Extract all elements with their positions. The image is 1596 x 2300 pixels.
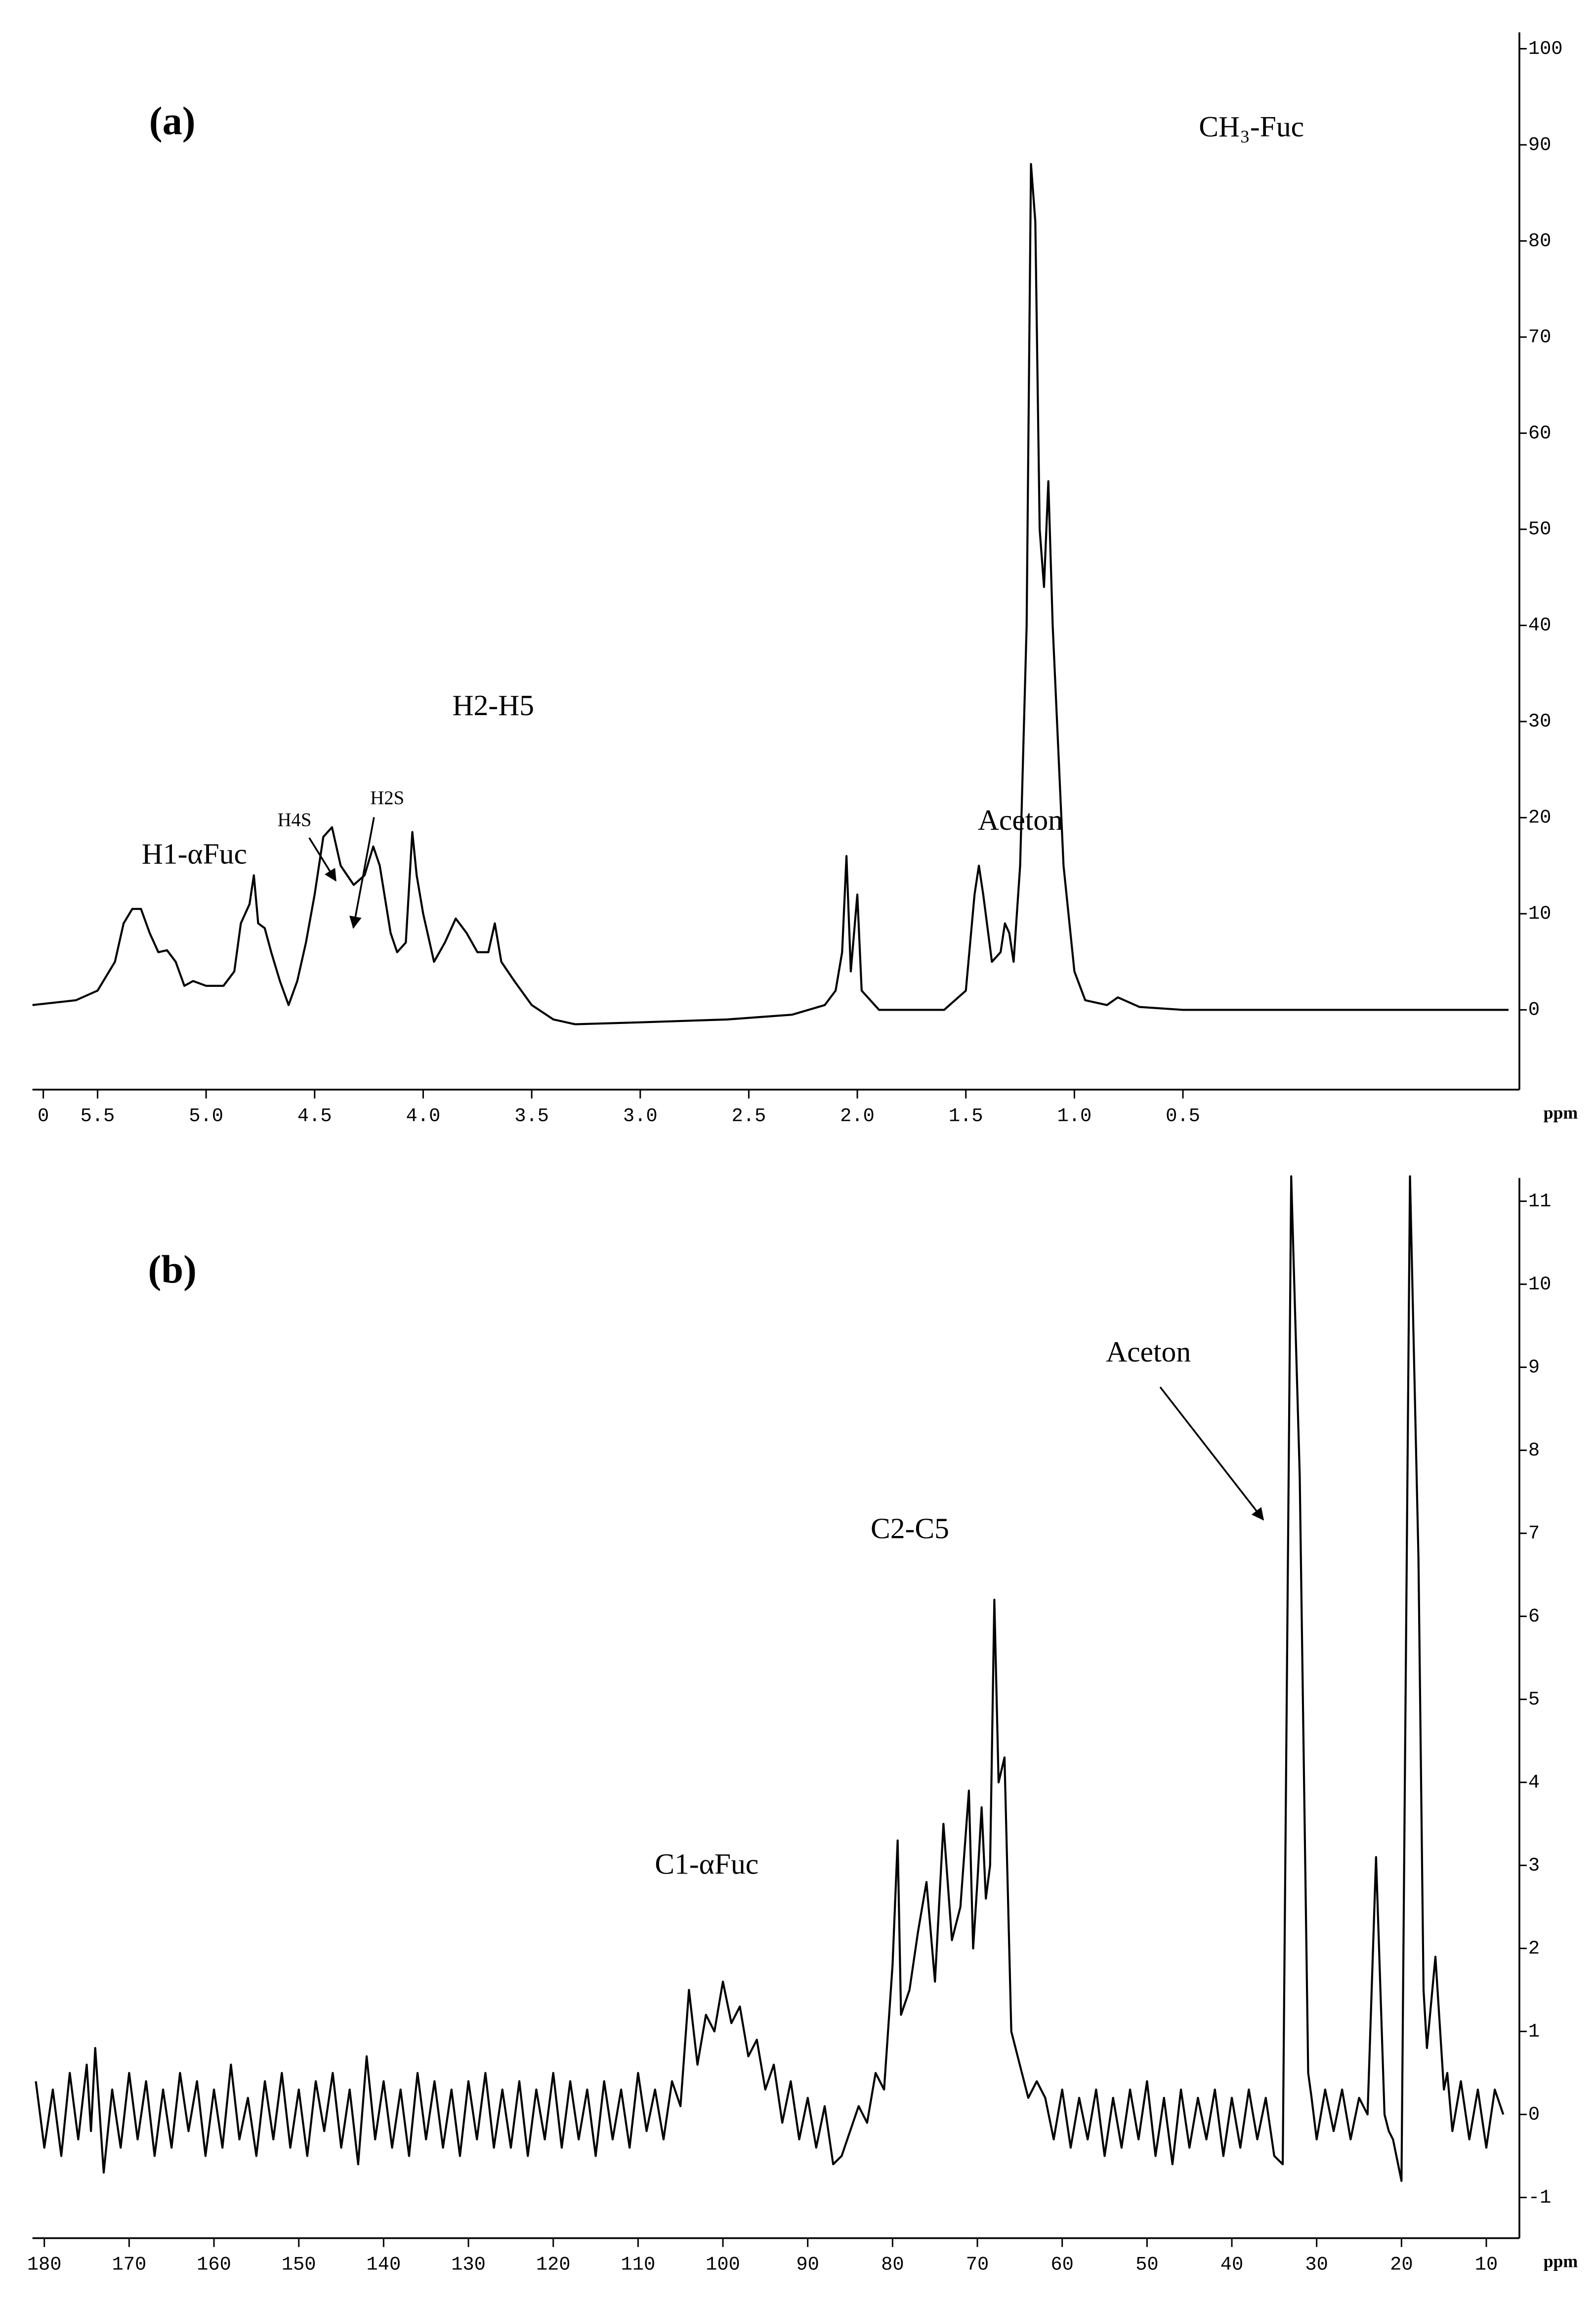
arrow (349, 817, 375, 929)
y-tick-label: 0 (1528, 999, 1540, 1021)
x-tick-label: 50 (1135, 2254, 1158, 2276)
x-tick-label: 60 (1050, 2254, 1073, 2276)
y-tick-label: 1 (1528, 2021, 1540, 2043)
x-tick-label: 2.5 (732, 1106, 766, 1127)
y-tick-label: 60 (1528, 423, 1551, 444)
panel-label: (a) (149, 99, 196, 143)
x-tick-label: 3.5 (514, 1106, 549, 1127)
y-tick-label: 90 (1528, 134, 1551, 156)
y-tick-label: 4 (1528, 1772, 1540, 1793)
y-tick-label: 10 (1528, 903, 1551, 925)
y-tick-label: 9 (1528, 1357, 1540, 1378)
y-tick-label: 100 (1528, 38, 1563, 60)
x-tick-label: 150 (282, 2254, 316, 2276)
annotation: H4S (278, 809, 312, 830)
x-tick-label: 5.0 (189, 1106, 223, 1127)
x-tick-label: 90 (796, 2254, 819, 2276)
x-tick-label: 20 (1390, 2254, 1413, 2276)
y-tick-label: 3 (1528, 1855, 1540, 1876)
y-tick-label: 40 (1528, 615, 1551, 637)
annotation: CH₃-Fuc (1199, 110, 1304, 143)
y-tick-label: 80 (1528, 230, 1551, 252)
x-tick-label: 4.0 (406, 1106, 441, 1127)
x-axis-label: ppm (1544, 2252, 1578, 2271)
arrow (308, 837, 336, 882)
y-tick-label: 5 (1528, 1689, 1540, 1710)
y-tick-label: 70 (1528, 326, 1551, 348)
x-tick-label: 2.0 (840, 1106, 875, 1127)
y-tick-label: 0 (1528, 2104, 1540, 2126)
x-tick-label: 110 (621, 2254, 655, 2276)
y-tick-label: 6 (1528, 1606, 1540, 1627)
y-tick-label: 11 (1528, 1191, 1551, 1212)
x-tick-label: 10 (1475, 2254, 1498, 2276)
arrow (1159, 1386, 1264, 1521)
x-tick-label: 70 (966, 2254, 989, 2276)
annotation: H2S (370, 787, 404, 809)
annotation: H2-H5 (452, 689, 534, 722)
y-tick-label: -1 (1528, 2187, 1551, 2209)
x-tick-label: 140 (366, 2254, 401, 2276)
y-tick-label: 8 (1528, 1440, 1540, 1461)
x-tick-label: 5.5 (81, 1106, 115, 1127)
y-tick-label: 30 (1528, 711, 1551, 732)
x-tick-label: 0 (38, 1106, 49, 1127)
x-tick-label: 40 (1220, 2254, 1243, 2276)
x-tick-label: 3.0 (623, 1106, 658, 1127)
y-tick-label: 7 (1528, 1523, 1540, 1544)
x-tick-label: 130 (451, 2254, 486, 2276)
annotation: C2-C5 (871, 1512, 949, 1544)
spectrum (32, 163, 1509, 1025)
x-tick-label: 0.5 (1166, 1106, 1200, 1127)
y-tick-label: 20 (1528, 807, 1551, 829)
x-tick-label: 1.0 (1057, 1106, 1092, 1127)
x-axis-label: ppm (1544, 1103, 1578, 1123)
y-tick-label: 2 (1528, 1938, 1540, 1959)
x-tick-label: 80 (881, 2254, 904, 2276)
x-tick-label: 1.5 (949, 1106, 983, 1127)
x-tick-label: 160 (197, 2254, 231, 2276)
x-tick-label: 120 (536, 2254, 571, 2276)
y-tick-label: 50 (1528, 518, 1551, 540)
x-tick-label: 30 (1305, 2254, 1328, 2276)
annotation: H1-αFuc (142, 838, 247, 870)
x-tick-label: 170 (112, 2254, 146, 2276)
x-tick-label: 4.5 (297, 1106, 332, 1127)
y-tick-label: 10 (1528, 1274, 1551, 1295)
annotation: Aceton (1106, 1335, 1191, 1368)
x-tick-label: 100 (706, 2254, 740, 2276)
annotation: C1-αFuc (655, 1848, 758, 1880)
spectrum (35, 1175, 1505, 2182)
x-tick-label: 180 (27, 2254, 62, 2276)
panel-label: (b) (148, 1248, 197, 1292)
